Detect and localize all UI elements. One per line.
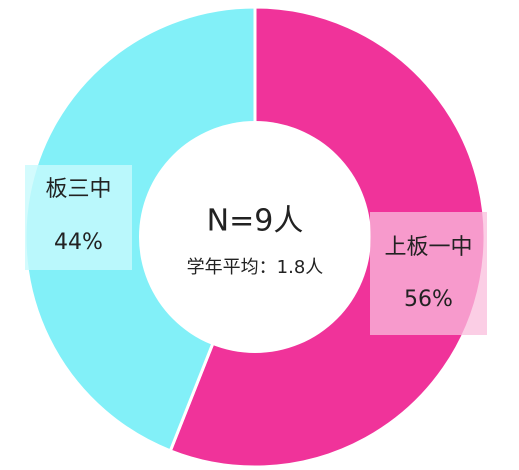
value-label: 44% — [54, 230, 103, 255]
donut-hole — [139, 121, 371, 353]
category-label: 上板一中 — [384, 235, 472, 260]
label-box — [25, 165, 132, 270]
center-subtitle: 学年平均：1.8人 — [187, 257, 324, 278]
label-box — [370, 212, 487, 335]
center-title: N=9人 — [207, 204, 304, 239]
category-label: 板三中 — [45, 177, 111, 202]
value-label: 56% — [404, 287, 453, 312]
